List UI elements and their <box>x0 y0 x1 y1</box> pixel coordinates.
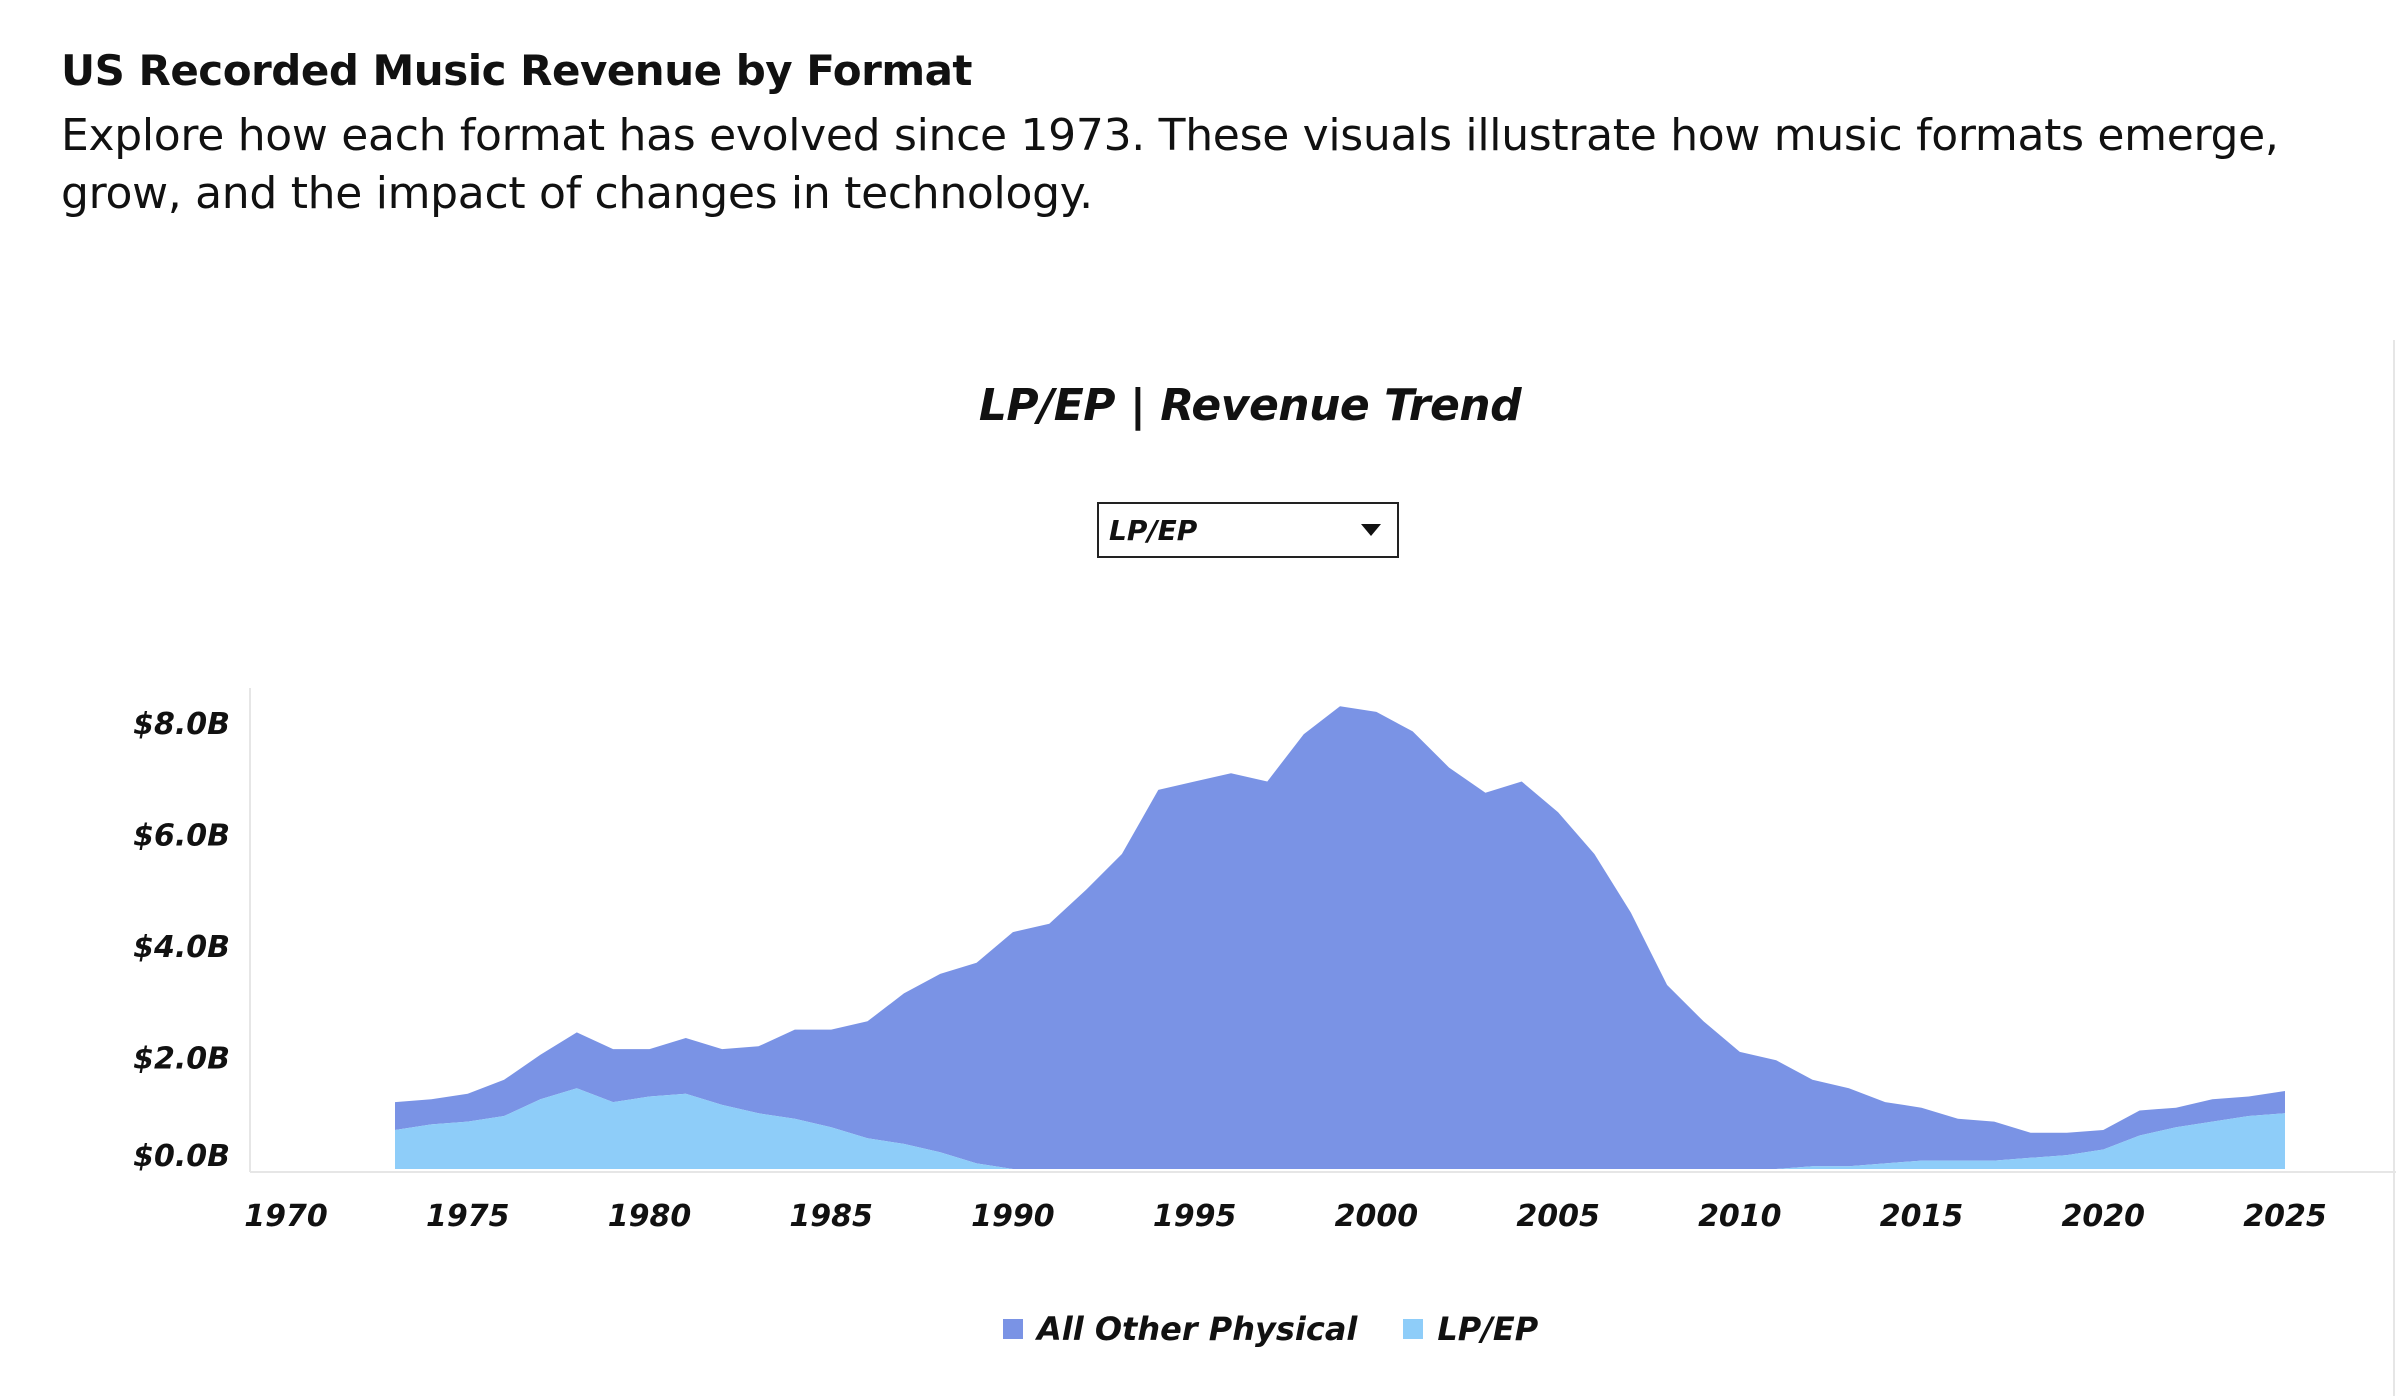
x-tick-label: 2005 <box>1516 1199 1600 1234</box>
series-area-all-other-physical <box>395 706 2285 1169</box>
x-tick-label: 2015 <box>1880 1199 1964 1234</box>
chart-legend: All Other Physical LP/EP <box>1003 1310 1538 1348</box>
y-tick-label: $8.0B <box>133 707 230 742</box>
page-subtitle: Explore how each format has evolved sinc… <box>61 110 2279 219</box>
x-tick-label: 1995 <box>1153 1199 1237 1234</box>
y-tick-label: $0.0B <box>133 1139 230 1174</box>
legend-label-lpep: LP/EP <box>1437 1310 1539 1348</box>
x-tick-label: 1970 <box>244 1199 328 1234</box>
panel-divider <box>2393 340 2395 1396</box>
chevron-down-icon <box>1361 524 1381 536</box>
legend-swatch-other <box>1003 1319 1023 1339</box>
x-tick-label: 2010 <box>1698 1199 1782 1234</box>
x-tick-label: 1975 <box>426 1199 510 1234</box>
page-title: US Recorded Music Revenue by Format <box>61 46 973 95</box>
y-tick-label: $4.0B <box>133 930 230 965</box>
legend-label-other: All Other Physical <box>1037 1310 1358 1348</box>
x-tick-label: 2025 <box>2243 1199 2327 1234</box>
x-tick-label: 2020 <box>2062 1199 2146 1234</box>
x-tick-label: 1990 <box>971 1199 1055 1234</box>
x-tick-label: 1980 <box>608 1199 692 1234</box>
y-tick-label: $2.0B <box>133 1042 230 1077</box>
legend-item-lpep[interactable]: LP/EP <box>1403 1310 1538 1348</box>
legend-swatch-lpep <box>1403 1319 1424 1339</box>
x-tick-label: 2000 <box>1335 1199 1419 1234</box>
format-select-value: LP/EP <box>1109 513 1198 547</box>
legend-item-other[interactable]: All Other Physical <box>1003 1310 1357 1348</box>
x-tick-label: 1985 <box>789 1199 873 1234</box>
y-tick-label: $6.0B <box>133 819 230 854</box>
format-select[interactable]: LP/EP <box>1097 502 1399 558</box>
series-area-lp-ep <box>395 1088 2285 1169</box>
chart-title: LP/EP | Revenue Trend <box>978 380 1522 431</box>
page-header: US Recorded Music Revenue by Format Expl… <box>61 46 2391 223</box>
area-chart: $0.0B $2.0B $4.0B $6.0B $8.0B 1970 1975 1980 198… <box>133 688 2396 1234</box>
